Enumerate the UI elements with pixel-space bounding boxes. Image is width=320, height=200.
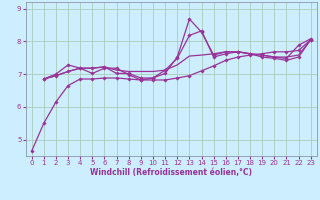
X-axis label: Windchill (Refroidissement éolien,°C): Windchill (Refroidissement éolien,°C) [90, 168, 252, 177]
